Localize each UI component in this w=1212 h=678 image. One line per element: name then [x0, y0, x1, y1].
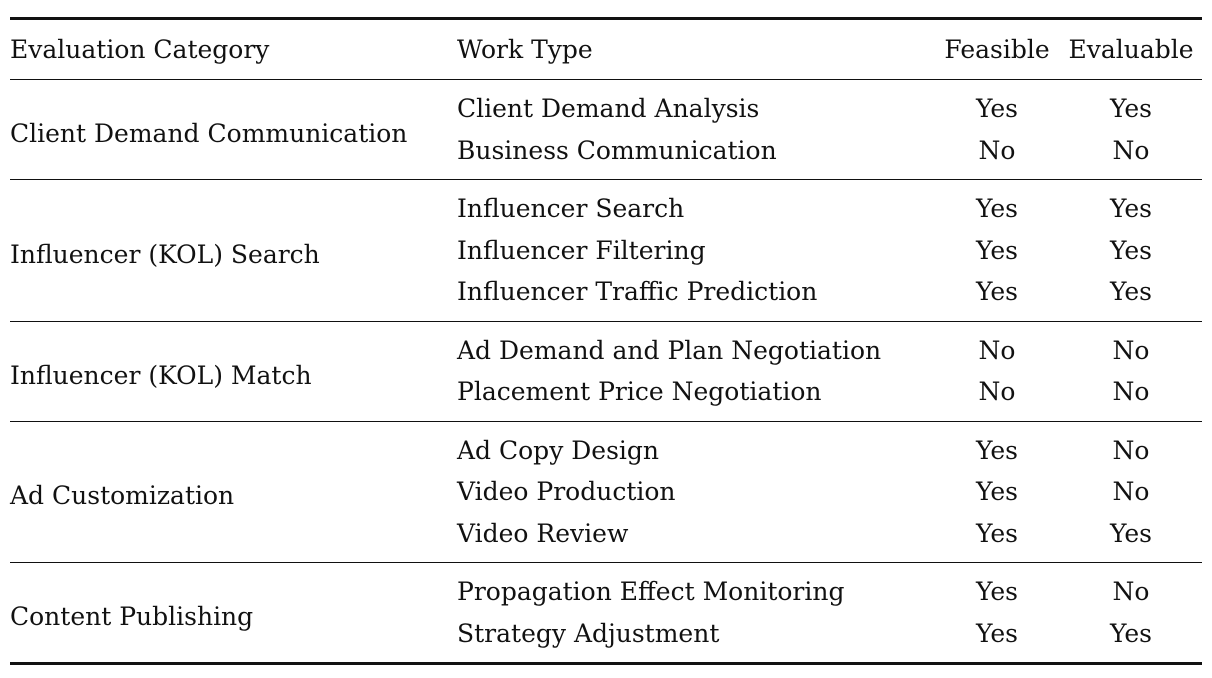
- evaluable-cell: Yes: [1110, 277, 1152, 306]
- evaluable-cell: No: [1112, 135, 1150, 165]
- work-type-cell: Propagation Effect Monitoring: [457, 577, 845, 606]
- work-type-cell: Placement Price Negotiation: [457, 377, 822, 406]
- evaluable-cell: No: [1112, 435, 1150, 465]
- evaluable-cell: Yes: [1110, 194, 1152, 223]
- feasible-cell: Yes: [976, 194, 1018, 223]
- header-evaluation-category: Evaluation Category: [10, 35, 270, 64]
- table-row: Influencer Traffic Prediction Yes Yes: [10, 271, 1202, 321]
- feasible-cell: Yes: [976, 518, 1018, 548]
- header-row: Evaluation Category Work Type Feasible E…: [10, 18, 1202, 80]
- table-row: Strategy Adjustment Yes Yes: [10, 613, 1202, 664]
- feasible-cell: Yes: [976, 577, 1018, 606]
- category-cell: Client Demand Communication: [10, 119, 408, 148]
- evaluable-cell: No: [1112, 477, 1150, 506]
- feasible-cell: No: [978, 377, 1016, 406]
- work-type-cell: Business Communication: [457, 135, 777, 165]
- work-type-cell: Ad Demand and Plan Negotiation: [457, 335, 882, 365]
- evaluable-cell: No: [1112, 577, 1150, 606]
- work-type-cell: Client Demand Analysis: [457, 94, 760, 123]
- feasible-cell: No: [978, 335, 1016, 365]
- table-row: Video Review Yes Yes: [10, 513, 1202, 563]
- evaluable-cell: Yes: [1110, 94, 1152, 123]
- feasible-cell: Yes: [976, 435, 1018, 465]
- category-cell: Influencer (KOL) Match: [10, 360, 312, 390]
- evaluable-cell: Yes: [1110, 235, 1152, 265]
- table-row: Video Production Yes No: [10, 471, 1202, 513]
- feasible-cell: No: [978, 135, 1016, 165]
- table-row: Ad Customization Ad Copy Design Yes No: [10, 421, 1202, 511]
- header-evaluable: Evaluable: [1068, 35, 1194, 64]
- evaluable-cell: No: [1112, 377, 1150, 406]
- feasible-cell: Yes: [976, 477, 1018, 506]
- work-type-cell: Influencer Traffic Prediction: [457, 277, 818, 306]
- evaluable-cell: No: [1112, 335, 1150, 365]
- table-row: Placement Price Negotiation No No: [10, 371, 1202, 421]
- category-cell: Ad Customization: [10, 481, 235, 511]
- category-group: Influencer (KOL) Search Influencer Searc…: [10, 180, 1202, 321]
- work-type-cell: Video Review: [457, 518, 629, 548]
- table-row: Client Demand Communication Client Deman…: [10, 80, 1202, 148]
- header-feasible: Feasible: [944, 35, 1050, 64]
- table-row: Business Communication No No: [10, 130, 1202, 180]
- table-row: Influencer (KOL) Match Ad Demand and Pla…: [10, 321, 1202, 390]
- category-group: Content Publishing Propagation Effect Mo…: [10, 563, 1202, 664]
- category-group: Ad Customization Ad Copy Design Yes No V…: [10, 421, 1202, 563]
- evaluation-table: Evaluation Category Work Type Feasible E…: [10, 17, 1202, 665]
- header-work-type: Work Type: [457, 35, 593, 64]
- feasible-cell: Yes: [976, 235, 1018, 265]
- evaluable-cell: Yes: [1110, 518, 1152, 548]
- table-row: Influencer Filtering Yes Yes: [10, 230, 1202, 272]
- work-type-cell: Influencer Filtering: [457, 235, 706, 265]
- category-group: Client Demand Communication Client Deman…: [10, 80, 1202, 180]
- evaluable-cell: Yes: [1110, 618, 1152, 648]
- table-row: Content Publishing Propagation Effect Mo…: [10, 563, 1202, 631]
- work-type-cell: Video Production: [457, 477, 676, 506]
- work-type-cell: Influencer Search: [457, 194, 685, 223]
- category-cell: Content Publishing: [10, 602, 254, 631]
- table-header: Evaluation Category Work Type Feasible E…: [10, 18, 1202, 80]
- work-type-cell: Ad Copy Design: [457, 435, 660, 465]
- table-row: Influencer (KOL) Search Influencer Searc…: [10, 180, 1202, 269]
- evaluation-table-container: Evaluation Category Work Type Feasible E…: [10, 17, 1202, 665]
- category-cell: Influencer (KOL) Search: [10, 239, 320, 269]
- category-group: Influencer (KOL) Match Ad Demand and Pla…: [10, 321, 1202, 421]
- work-type-cell: Strategy Adjustment: [457, 618, 720, 648]
- feasible-cell: Yes: [976, 94, 1018, 123]
- feasible-cell: Yes: [976, 618, 1018, 648]
- feasible-cell: Yes: [976, 277, 1018, 306]
